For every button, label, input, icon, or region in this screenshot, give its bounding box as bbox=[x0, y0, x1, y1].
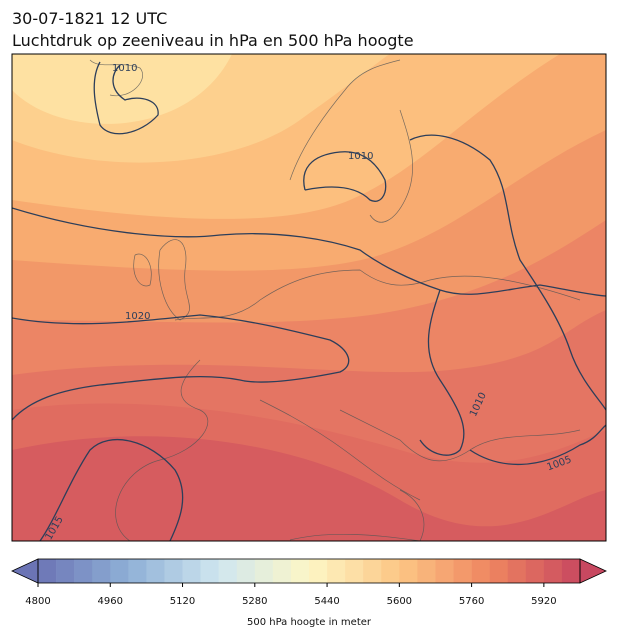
colorbar-bin bbox=[56, 559, 75, 583]
colorbar-bin bbox=[218, 559, 238, 583]
colorbar-frame bbox=[37, 558, 581, 584]
colorbar-bin bbox=[74, 559, 93, 583]
colorbar-bin bbox=[164, 559, 183, 583]
colorbar-bin bbox=[543, 559, 563, 583]
colorbar-bin bbox=[471, 559, 490, 583]
contour-label: 1010 bbox=[112, 63, 137, 74]
colorbar-extend bbox=[11, 558, 39, 584]
colorbar-bin bbox=[327, 559, 346, 583]
colorbar-tick-label: 5120 bbox=[170, 596, 195, 607]
colorbar-tick-label: 5280 bbox=[242, 596, 267, 607]
colorbar-bin bbox=[453, 559, 472, 583]
map: 1010 1010 1020 1010 1005 1015 bbox=[12, 54, 606, 541]
title-line: 30-07-1821 12 UTC bbox=[12, 9, 167, 28]
contour-label: 1020 bbox=[125, 311, 150, 322]
colorbar-bin bbox=[182, 559, 201, 583]
coastlines bbox=[89, 59, 581, 541]
colorbar-bin bbox=[200, 559, 219, 583]
colorbar-bin bbox=[489, 559, 509, 583]
colorbar-bin bbox=[417, 559, 436, 583]
colorbar-bin bbox=[507, 559, 527, 583]
colorbar-bin bbox=[345, 559, 364, 583]
colorbar-bin bbox=[272, 559, 292, 583]
colorbar-tick-label: 4960 bbox=[98, 596, 123, 607]
colorbar-extend bbox=[579, 558, 607, 584]
colorbar-bin bbox=[110, 559, 129, 583]
colorbar-bin bbox=[309, 559, 328, 583]
colorbar-tick-label: 5440 bbox=[314, 596, 339, 607]
colorbar-bin bbox=[381, 559, 400, 583]
contours bbox=[12, 61, 606, 541]
colorbar-bin bbox=[236, 559, 256, 583]
colorbar-bin bbox=[254, 559, 274, 583]
colorbar-bin bbox=[128, 559, 147, 583]
colorbar-bin bbox=[363, 559, 382, 583]
title-line: Luchtdruk op zeeniveau in hPa en 500 hPa… bbox=[12, 31, 414, 50]
band bbox=[12, 54, 232, 124]
colorbar-bin bbox=[399, 559, 418, 583]
colorbar-tick-label: 5600 bbox=[387, 596, 412, 607]
colorbar-bin bbox=[92, 559, 111, 583]
map-frame bbox=[11, 53, 607, 542]
colorbar-bin bbox=[290, 559, 310, 583]
colorbar: 4800 4960 5120 5280 5440 5600 5760 5920 bbox=[11, 558, 607, 607]
colorbar-label: 500 hPa hoogte in meter bbox=[247, 617, 372, 628]
colorbar-bin bbox=[561, 559, 581, 583]
colorbar-bin bbox=[146, 559, 165, 583]
contour-label: 1010 bbox=[348, 151, 373, 162]
colorbar-tick-label: 5760 bbox=[459, 596, 484, 607]
colorbar-tick-label: 5920 bbox=[531, 596, 556, 607]
colorbar-tick-label: 4800 bbox=[25, 596, 50, 607]
colorbar-bin bbox=[38, 559, 57, 583]
colorbar-bin bbox=[525, 559, 545, 583]
colorbar-bin bbox=[435, 559, 454, 583]
